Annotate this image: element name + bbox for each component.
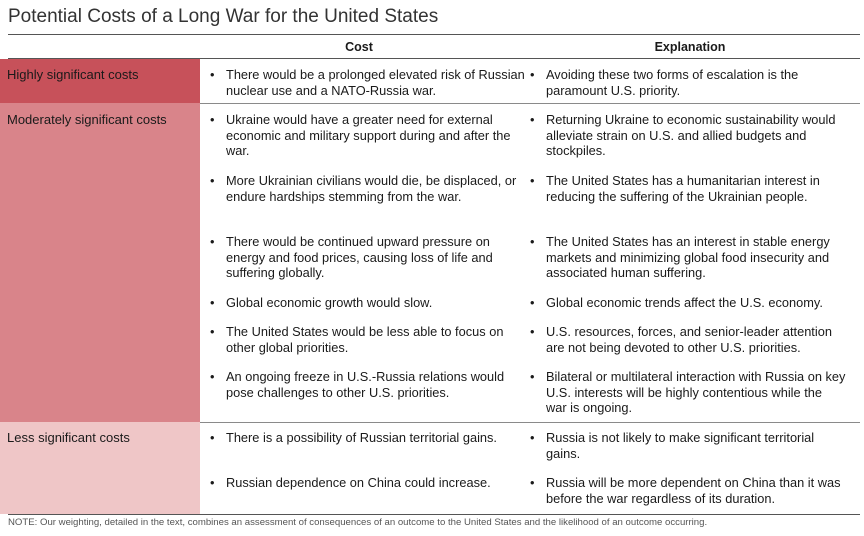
- explanation-item: • Russia is not likely to make significan…: [530, 430, 815, 461]
- category-label: Moderately significant costs: [7, 112, 167, 127]
- bottom-rule: [8, 514, 860, 515]
- cost-item: • There would be a prolonged elevated ris…: [210, 67, 525, 98]
- explanation-item: • The United States has a humanitarian in…: [530, 173, 820, 204]
- explanation-item: • Bilateral or multilateral interaction w…: [530, 369, 846, 416]
- footnote: NOTE: Our weighting, detailed in the tex…: [8, 517, 708, 528]
- explanation-item: • Russia will be more dependent on China …: [530, 475, 841, 506]
- column-header-explanation: Explanation: [654, 40, 726, 54]
- explanation-item: • The United States has an interest in st…: [530, 234, 830, 281]
- page-title: Potential Costs of a Long War for the Un…: [8, 6, 439, 27]
- explanation-item: • Avoiding these two forms of escalation …: [530, 67, 799, 98]
- category-label: Less significant costs: [7, 430, 130, 445]
- header-rule: [8, 58, 860, 59]
- cost-item: • Ukraine would have a greater need for e…: [210, 112, 511, 159]
- cost-item: • There would be continued upward pressur…: [210, 234, 493, 281]
- cost-item: • Global economic growth would slow.: [210, 295, 433, 310]
- row-separator: [200, 422, 860, 423]
- band-less-significant: Less significant costs: [0, 422, 200, 514]
- cost-item: • More Ukrainian civilians would die, be …: [210, 173, 517, 204]
- row-separator: [200, 103, 860, 104]
- cost-item: • The United States would be less able to…: [210, 324, 504, 355]
- cost-item: • Russian dependence on China could incre…: [210, 475, 491, 490]
- column-header-cost: Cost: [345, 40, 373, 54]
- category-label: Highly significant costs: [7, 67, 139, 82]
- explanation-item: • Returning Ukraine to economic sustainab…: [530, 112, 836, 159]
- explanation-item: • U.S. resources, forces, and senior-lead…: [530, 324, 832, 355]
- cost-item: • There is a possibility of Russian terri…: [210, 430, 497, 445]
- cost-item: • An ongoing freeze in U.S.-Russia relati…: [210, 369, 505, 400]
- band-highly-significant: Highly significant costs: [0, 59, 200, 103]
- explanation-item: • Global economic trends affect the U.S. …: [530, 295, 823, 310]
- band-moderately-significant: Moderately significant costs: [0, 103, 200, 422]
- top-rule: [8, 34, 860, 35]
